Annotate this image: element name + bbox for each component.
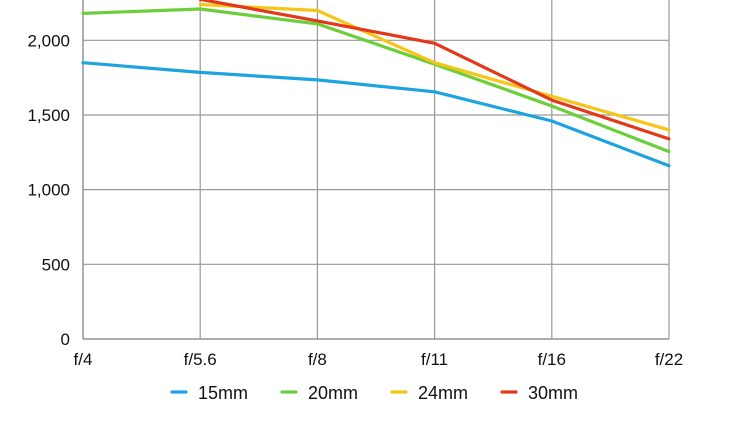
x-tick-label: f/4 (74, 350, 93, 369)
series-line-20mm (81, 7, 671, 154)
series-line-15mm (81, 61, 671, 168)
y-tick-label: 2,000 (27, 31, 70, 50)
x-axis-ticks: f/4 f/5.6 f/8 f/11 f/16 f/22 (74, 350, 684, 369)
grid (82, 0, 670, 340)
x-tick-label: f/22 (655, 350, 683, 369)
x-tick-label: f/8 (308, 350, 327, 369)
legend-label: 20mm (308, 383, 358, 403)
y-tick-label: 0 (61, 330, 70, 349)
legend-item-20mm: 20mm (280, 383, 358, 403)
legend-label: 15mm (198, 383, 248, 403)
x-tick-label: f/5.6 (184, 350, 217, 369)
series-line-24mm (198, 2, 671, 132)
x-tick-label: f/16 (538, 350, 566, 369)
legend-label: 24mm (418, 383, 468, 403)
x-tick-label: f/11 (421, 350, 448, 369)
y-tick-label: 500 (42, 255, 70, 274)
y-tick-label: 1,000 (27, 181, 70, 200)
legend-item-30mm: 30mm (500, 383, 578, 403)
series-lines (81, 0, 671, 168)
series-line-30mm (198, 0, 671, 141)
legend-label: 30mm (528, 383, 578, 403)
legend-item-24mm: 24mm (390, 383, 468, 403)
legend-item-15mm: 15mm (170, 383, 248, 403)
y-tick-label: 1,500 (27, 106, 70, 125)
y-axis-ticks: 0 500 1,000 1,500 2,000 (27, 31, 70, 349)
legend: 15mm 20mm 24mm 30mm (170, 383, 578, 403)
